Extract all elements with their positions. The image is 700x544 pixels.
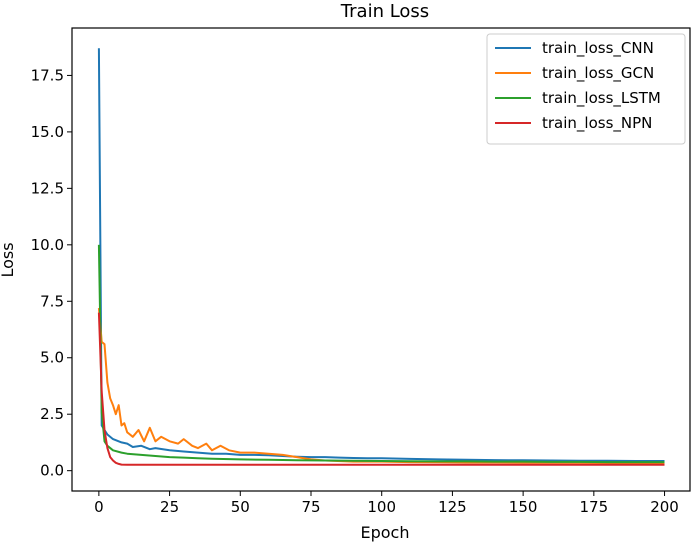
y-tick-label: 5.0 [40, 349, 64, 367]
series-line-train-loss-lstm [97, 244, 665, 464]
legend-label: train_loss_NPN [542, 114, 652, 133]
y-axis: 0.0 2.5 5.0 7.5 10.0 12.5 15.0 17.5 [31, 66, 72, 480]
x-axis: 0 25 50 75 100 125 150 175 200 [94, 491, 679, 516]
x-tick-label: 175 [580, 498, 609, 516]
x-tick-label: 125 [438, 498, 467, 516]
legend-box [486, 33, 686, 145]
series-line-train-loss-cnn [97, 48, 665, 462]
x-axis-label: Epoch [361, 523, 410, 542]
y-tick-label: 12.5 [31, 179, 64, 197]
legend-label: train_loss_LSTM [542, 89, 661, 108]
x-tick-label: 75 [301, 498, 320, 516]
x-tick-label: 50 [231, 498, 250, 516]
y-tick-label: 2.5 [40, 405, 64, 423]
y-tick-label: 10.0 [31, 236, 64, 254]
x-tick-label: 200 [650, 498, 679, 516]
legend-label: train_loss_GCN [542, 64, 654, 83]
legend: train_loss_CNN train_loss_GCN train_loss_L… [486, 33, 686, 145]
y-tick-label: 15.0 [31, 123, 64, 141]
x-tick-label: 0 [94, 498, 104, 516]
y-tick-label: 0.0 [40, 462, 64, 480]
y-axis-label: Loss [0, 242, 17, 277]
chart-title: Train Loss [340, 1, 429, 22]
series-lines [97, 48, 665, 466]
y-tick-label: 7.5 [40, 292, 64, 310]
x-tick-label: 150 [509, 498, 538, 516]
series-line-train-loss-npn [97, 312, 665, 466]
x-tick-label: 25 [160, 498, 179, 516]
y-tick-label: 17.5 [31, 66, 64, 84]
series-line-train-loss-gcn [97, 308, 665, 464]
x-tick-label: 100 [367, 498, 396, 516]
legend-label: train_loss_CNN [542, 39, 654, 58]
